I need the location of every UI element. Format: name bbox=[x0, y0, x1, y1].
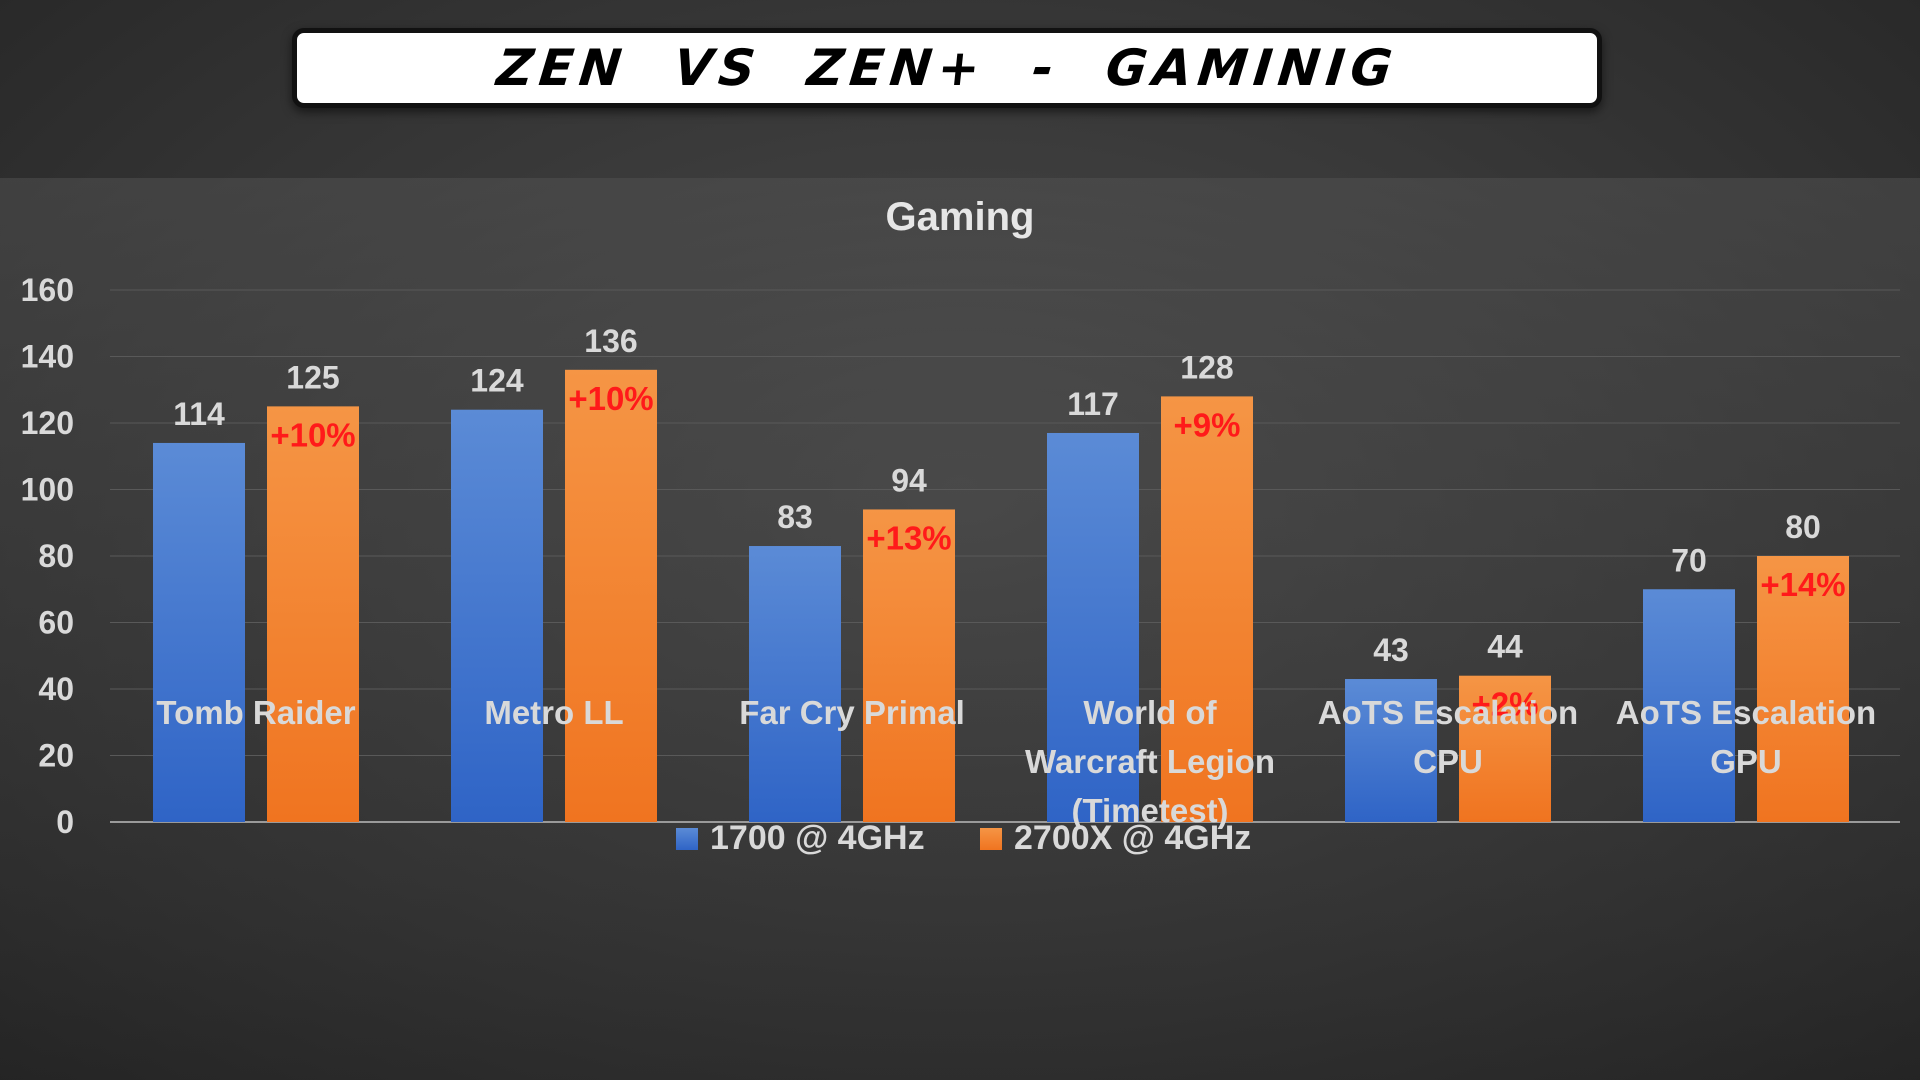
percent-gain-label: +9% bbox=[1174, 406, 1241, 443]
data-label: 124 bbox=[470, 363, 524, 399]
data-label: 117 bbox=[1067, 386, 1119, 422]
y-tick-label: 100 bbox=[21, 472, 74, 508]
y-tick-label: 0 bbox=[56, 804, 74, 840]
data-label: 94 bbox=[891, 462, 927, 498]
x-category-label: GPU bbox=[1710, 743, 1782, 780]
percent-gain-label: +14% bbox=[1760, 566, 1845, 603]
data-label: 43 bbox=[1373, 632, 1409, 668]
bar-2700x bbox=[863, 509, 955, 822]
x-category-label: Metro LL bbox=[484, 694, 623, 731]
bar-1700 bbox=[749, 546, 841, 822]
bar-1700 bbox=[1643, 589, 1735, 822]
data-label: 128 bbox=[1180, 349, 1233, 385]
data-label: 80 bbox=[1785, 509, 1821, 545]
percent-gain-label: +10% bbox=[568, 380, 653, 417]
y-tick-label: 80 bbox=[38, 538, 74, 574]
y-tick-label: 140 bbox=[21, 339, 74, 375]
y-tick-label: 60 bbox=[38, 605, 74, 641]
chart-title: Gaming bbox=[886, 195, 1035, 239]
chart-area: Gaming 0 20 40 60 80 100 120 140 160 114 125 +10% Tom… bbox=[0, 178, 1920, 1080]
legend-item-1700-label: 1700 @ 4GHz bbox=[710, 819, 925, 857]
bar-1700 bbox=[153, 442, 245, 822]
percent-gain-label: +10% bbox=[270, 416, 355, 453]
x-category-label: World of bbox=[1083, 694, 1217, 731]
x-category-label: Warcraft Legion bbox=[1025, 743, 1275, 780]
bar-1700 bbox=[1047, 432, 1139, 822]
data-label: 114 bbox=[173, 396, 225, 432]
percent-gain-label: +2% bbox=[1472, 686, 1539, 723]
percent-gain-label: +13% bbox=[866, 519, 951, 556]
legend-item-2700x-label: 2700X @ 4GHz bbox=[1014, 819, 1251, 857]
bar-chart: Gaming 0 20 40 60 80 100 120 140 160 114 125 +10% Tom… bbox=[21, 195, 1900, 857]
data-label: 125 bbox=[286, 359, 339, 395]
bar-1700 bbox=[451, 409, 543, 822]
data-label: 136 bbox=[584, 323, 637, 359]
bar-2700x bbox=[565, 369, 657, 822]
legend-item-2700x-swatch bbox=[980, 828, 1002, 850]
bar-2700x bbox=[1459, 675, 1551, 822]
data-label: 70 bbox=[1671, 542, 1707, 578]
slide-title-banner: ZEN VS ZEN+ - GAMINIG bbox=[292, 28, 1602, 108]
bar-2700x bbox=[267, 406, 359, 822]
x-category-label: Far Cry Primal bbox=[739, 694, 965, 731]
data-label: 44 bbox=[1487, 629, 1523, 665]
y-tick-label: 40 bbox=[38, 671, 74, 707]
legend-item-1700-swatch bbox=[676, 828, 698, 850]
bar-2700x bbox=[1757, 556, 1849, 822]
y-tick-label: 160 bbox=[21, 272, 74, 308]
slide-title: ZEN VS ZEN+ - GAMINIG bbox=[493, 39, 1401, 97]
x-category-label: Tomb Raider bbox=[156, 694, 355, 731]
x-category-label: (Timetest) bbox=[1071, 792, 1228, 829]
y-tick-label: 20 bbox=[38, 738, 74, 774]
y-tick-label: 120 bbox=[21, 405, 74, 441]
bar-1700 bbox=[1345, 679, 1437, 822]
x-category-label: AoTS Escalation bbox=[1616, 694, 1876, 731]
bar-2700x bbox=[1161, 396, 1253, 822]
data-label: 83 bbox=[777, 499, 813, 535]
x-category-label: CPU bbox=[1413, 743, 1483, 780]
x-category-label: AoTS Escalation bbox=[1318, 694, 1578, 731]
